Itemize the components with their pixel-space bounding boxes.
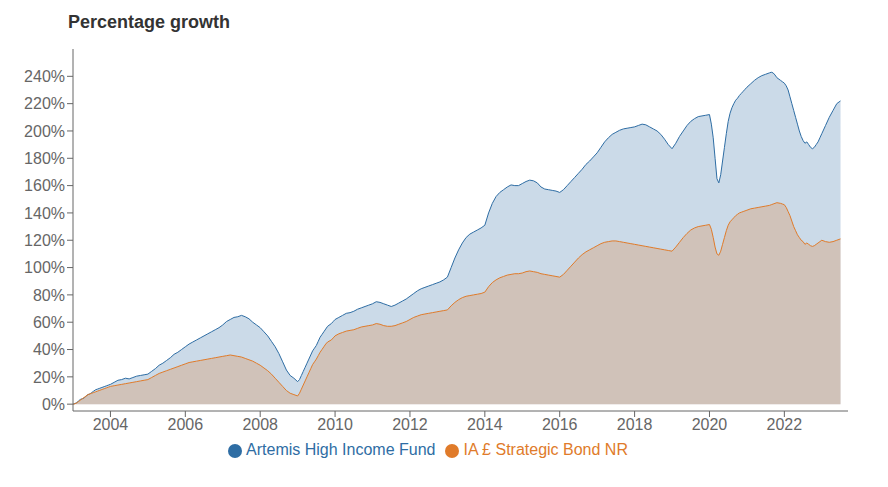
svg-text:20%: 20% [33,369,65,386]
svg-text:0%: 0% [42,396,65,413]
svg-text:100%: 100% [24,259,65,276]
html-text:Percentage growth: Percentage growth [68,12,230,32]
svg-text:2008: 2008 [242,416,278,433]
svg-text:2020: 2020 [692,416,728,433]
svg-text:2004: 2004 [93,416,129,433]
svg-text:60%: 60% [33,314,65,331]
svg-text:80%: 80% [33,287,65,304]
svg-text:2010: 2010 [317,416,353,433]
html-text:IA £ Strategic Bond NR: IA £ Strategic Bond NR [463,441,628,458]
html-text:Artemis High Income Fund: Artemis High Income Fund [246,441,436,458]
svg-text:120%: 120% [24,232,65,249]
svg-text:2018: 2018 [617,416,653,433]
svg-text:200%: 200% [24,123,65,140]
svg-text:2012: 2012 [392,416,428,433]
svg-text:180%: 180% [24,150,65,167]
svg-text:160%: 160% [24,177,65,194]
svg-text:140%: 140% [24,205,65,222]
svg-text:2022: 2022 [767,416,803,433]
svg-text:2006: 2006 [168,416,204,433]
svg-text:40%: 40% [33,341,65,358]
svg-text:220%: 220% [24,95,65,112]
svg-text:240%: 240% [24,68,65,85]
svg-text:2016: 2016 [542,416,578,433]
svg-text:2014: 2014 [467,416,503,433]
